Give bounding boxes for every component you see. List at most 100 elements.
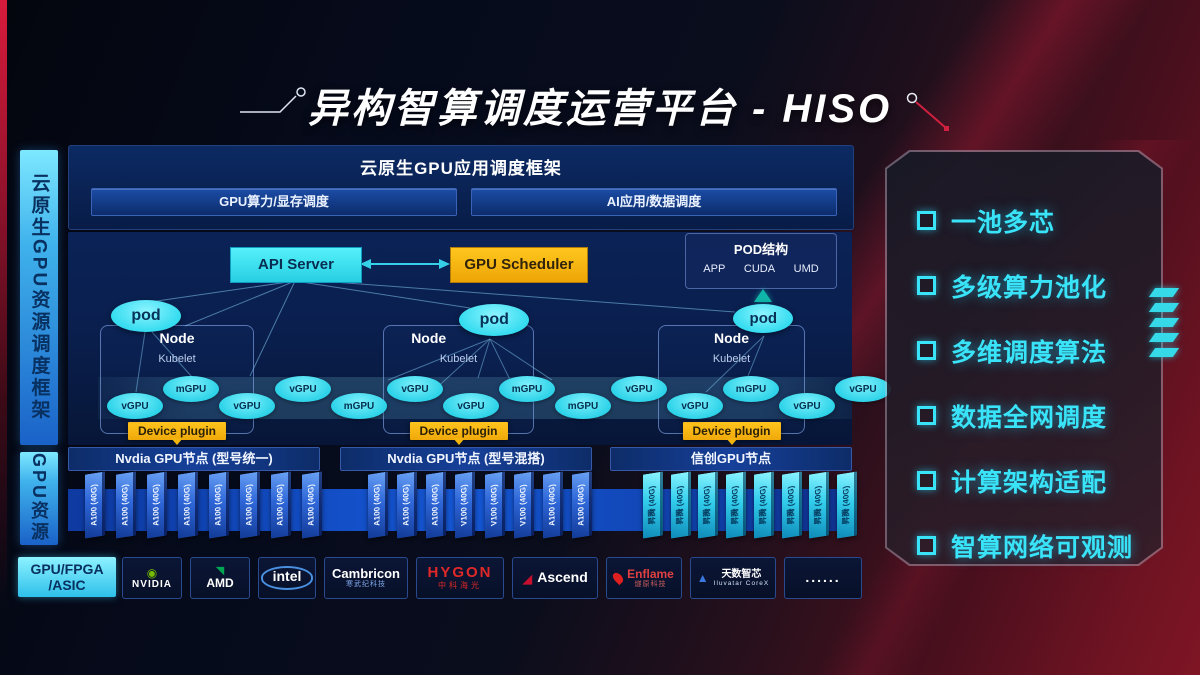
gpu-group-header-3: 信创GPU节点 bbox=[610, 447, 852, 471]
gpu-slice-label: mGPU bbox=[567, 400, 599, 412]
square-bullet-icon bbox=[917, 536, 936, 555]
rail-label: 云原生GPU资源调度框架 bbox=[28, 173, 50, 422]
gpu-card: V100 (40G) bbox=[484, 471, 505, 539]
gpu-slice-ellipse: vGPU bbox=[779, 393, 835, 419]
gpu-card: 昇腾 (40G) bbox=[753, 471, 774, 539]
kubelet-label: Kubelet bbox=[158, 353, 196, 365]
gpu-card: 昇腾 (40G) bbox=[781, 471, 802, 539]
gpu-card-label: A100 (40G) bbox=[120, 483, 129, 527]
gpu-card: 昇腾 (40G) bbox=[670, 471, 691, 539]
gpu-card-label: A100 (40G) bbox=[430, 483, 440, 527]
gpu-card-label: 昇腾 (40G) bbox=[785, 485, 795, 526]
gpu-card: A100 (40G) bbox=[147, 471, 167, 539]
left-red-edge-decor bbox=[0, 0, 7, 675]
gpu-card: A100 (40G) bbox=[116, 471, 136, 539]
gpu-card-label: V100 (40G) bbox=[517, 483, 527, 527]
pod-to-structure-arrow bbox=[754, 289, 772, 302]
gpu-card-label: A100 (40G) bbox=[275, 483, 284, 527]
gpu-slice-ellipse: vGPU bbox=[667, 393, 723, 419]
gpu-slice-label: vGPU bbox=[289, 383, 317, 395]
feature-label: 智算网络可观测 bbox=[951, 533, 1134, 562]
vendor-logo-box: ...... bbox=[784, 557, 862, 599]
gpu-slice-label: vGPU bbox=[121, 400, 149, 412]
gpu-slice-label: mGPU bbox=[175, 383, 207, 395]
pod-structure-title: POD结构 bbox=[733, 242, 789, 257]
gpu-card: 昇腾 (40G) bbox=[809, 471, 830, 539]
vendor-text: Cambricon 寒武纪科技 bbox=[332, 566, 400, 589]
gpu-slice-ellipse: vGPU bbox=[611, 376, 667, 402]
gpu-card: A100 (40G) bbox=[542, 471, 563, 539]
gpu-slice-ellipse: mGPU bbox=[331, 393, 387, 419]
framework-bar-compute: GPU算力/显存调度 bbox=[91, 188, 457, 216]
gpu-card: 昇腾 (40G) bbox=[836, 471, 857, 539]
vendor-name: NVIDIA bbox=[132, 578, 172, 590]
vendor-name: AMD bbox=[206, 575, 234, 590]
gpu-card-label: A100 (40G) bbox=[401, 483, 411, 527]
square-bullet-icon bbox=[917, 211, 936, 230]
feature-label: 多级算力池化 bbox=[951, 273, 1108, 302]
square-bullet-icon bbox=[917, 406, 936, 425]
gpu-card: A100 (40G) bbox=[178, 471, 198, 539]
gpu-slice-ellipse: mGPU bbox=[163, 376, 219, 402]
vendor-name: Ascend bbox=[537, 569, 588, 586]
feature-label: 多维调度算法 bbox=[951, 338, 1108, 367]
vendor-logo-box: 天数智芯 Iluvatar CoreX bbox=[690, 557, 776, 599]
gpu-card-label: 昇腾 (40G) bbox=[757, 485, 767, 526]
feature-label: 数据全网调度 bbox=[951, 403, 1108, 432]
gpu-card: A100 (40G) bbox=[240, 471, 260, 539]
gpu-slice-ellipse: mGPU bbox=[723, 376, 779, 402]
kubelet-label: Kubelet bbox=[712, 353, 751, 365]
vendor-logo-box: Enflame 燧原科技 bbox=[606, 557, 682, 599]
vendor-logo-icon bbox=[697, 572, 709, 584]
vendor-logo-box: NVIDIA bbox=[122, 557, 182, 599]
gpu-slice-label: vGPU bbox=[233, 400, 261, 412]
feature-item: 多维调度算法 bbox=[917, 318, 1133, 383]
node-label: Node bbox=[411, 330, 447, 346]
vendor-logo-icon bbox=[611, 570, 626, 586]
rail-gpu-resources: GPU资源 bbox=[20, 452, 58, 545]
gpu-slice-ellipse: vGPU bbox=[387, 376, 443, 402]
feature-item: 智算网络可观测 bbox=[917, 513, 1133, 578]
vendor-logo-row: NVIDIA AMD intel bbox=[122, 557, 863, 599]
vendor-text: Ascend bbox=[537, 569, 588, 586]
gpu-card-label: 昇腾 (40G) bbox=[840, 485, 850, 526]
gpu-card-label: A100 (40G) bbox=[244, 483, 253, 527]
device-plugin-badge: Device plugin bbox=[127, 422, 227, 440]
gpu-slice-label: vGPU bbox=[401, 383, 429, 395]
feature-item: 一池多芯 bbox=[917, 188, 1133, 253]
rail-label: GPU资源 bbox=[29, 453, 49, 544]
gpu-card-label: A100 (40G) bbox=[151, 483, 160, 527]
vendor-text: Enflame 燧原科技 bbox=[627, 566, 674, 589]
pod-ellipse: pod bbox=[111, 300, 181, 332]
vendor-name: Enflame bbox=[627, 566, 674, 581]
app-framework-title: 云原生GPU应用调度框架 bbox=[360, 159, 562, 178]
gpu-slice-ellipse: vGPU bbox=[835, 376, 891, 402]
pod-structure-item: UMD bbox=[793, 263, 819, 275]
gpu-card: A100 (40G) bbox=[397, 471, 418, 539]
vendor-text: NVIDIA bbox=[132, 579, 172, 590]
rail-scheduling-framework: 云原生GPU资源调度框架 bbox=[20, 150, 58, 445]
vendor-text: AMD bbox=[206, 575, 234, 590]
gpu-card-label: V100 (40G) bbox=[459, 483, 469, 527]
pod-structure-items: APP CUDA UMD bbox=[686, 263, 836, 275]
gpu-card-label: A100 (40G) bbox=[89, 483, 98, 527]
gpu-card-label: A100 (40G) bbox=[546, 483, 556, 527]
gpu-slice-ellipse: mGPU bbox=[555, 393, 611, 419]
vendor-subname: 寒武纪科技 bbox=[346, 581, 386, 589]
vendor-logo-icon bbox=[147, 567, 157, 579]
vendor-name: 天数智芯 bbox=[721, 568, 762, 580]
gpu-card-group-2: A100 (40G) A100 (40G) A100 (40G) V100 (40G)… bbox=[368, 471, 592, 545]
api-server-box: API Server bbox=[230, 247, 362, 283]
gpu-group-header-2: Nvdia GPU节点 (型号混搭) bbox=[340, 447, 592, 471]
hardware-label-line2: /ASIC bbox=[48, 577, 86, 593]
vendor-text: 天数智芯 Iluvatar CoreX bbox=[714, 569, 770, 587]
kubelet-label: Kubelet bbox=[439, 353, 478, 365]
feature-list: 一池多芯 多级算力池化 多维调度算法 数据全网调度 计算架构适配 bbox=[917, 188, 1133, 578]
gpu-slice-ellipse: mGPU bbox=[499, 376, 555, 402]
gpu-slice-label: vGPU bbox=[681, 400, 709, 412]
pod-structure-box: POD结构 APP CUDA UMD bbox=[685, 233, 837, 289]
gpu-card: A100 (40G) bbox=[271, 471, 291, 539]
gpu-card-label: A100 (40G) bbox=[372, 483, 381, 527]
feature-label: 计算架构适配 bbox=[951, 468, 1108, 497]
framework-bar-ai: AI应用/数据调度 bbox=[471, 188, 837, 216]
